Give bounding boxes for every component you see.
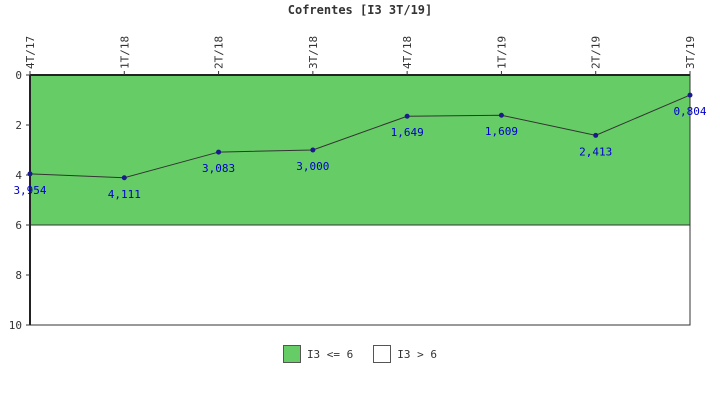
x-tick-label: 2T/19 [590, 36, 603, 69]
x-tick-label: 3T/19 [684, 36, 697, 69]
data-label: 4,111 [108, 188, 141, 201]
band-bad [30, 225, 690, 325]
data-label: 1,609 [485, 125, 518, 138]
data-point [498, 112, 504, 118]
legend-swatch-bad [373, 345, 392, 363]
legend-item-ok: I3 <= 6 [282, 345, 354, 363]
data-point [27, 171, 33, 177]
x-tick-label: 4T/17 [24, 36, 37, 69]
data-label: 2,413 [579, 145, 612, 158]
legend-label-ok: I3 <= 6 [306, 347, 354, 361]
legend-label-bad: I3 > 6 [397, 347, 438, 361]
legend-swatch-ok [282, 345, 301, 363]
data-label: 0,804 [673, 105, 706, 118]
series-line [29, 94, 691, 179]
x-tick-label: 1T/19 [495, 36, 508, 69]
y-tick-label: 6 [15, 219, 22, 232]
x-tick-label: 1T/18 [118, 36, 131, 69]
x-tick-label: 3T/18 [307, 36, 320, 69]
x-tick-label: 2T/18 [213, 36, 226, 69]
data-label: 1,649 [391, 126, 424, 139]
y-tick-label: 8 [15, 269, 22, 282]
data-point [687, 92, 693, 98]
band-ok [30, 75, 690, 225]
chart-title: Cofrentes [I3 3T/19] [287, 3, 433, 17]
legend: I3 <= 6 I3 > 6 [0, 345, 720, 363]
data-label: 3,000 [296, 160, 329, 173]
data-point [593, 132, 599, 138]
data-label: 3,954 [13, 184, 46, 197]
y-tick-label: 4 [15, 169, 22, 182]
data-point [121, 175, 127, 181]
legend-item-bad: I3 > 6 [373, 345, 437, 363]
data-label: 3,083 [202, 162, 235, 175]
y-tick-label: 10 [9, 319, 22, 332]
data-point [216, 149, 222, 155]
y-tick-label: 0 [15, 69, 22, 82]
data-point [310, 147, 316, 153]
data-point [404, 113, 410, 119]
y-tick-label: 2 [15, 119, 22, 132]
x-tick-label: 4T/18 [401, 36, 414, 69]
